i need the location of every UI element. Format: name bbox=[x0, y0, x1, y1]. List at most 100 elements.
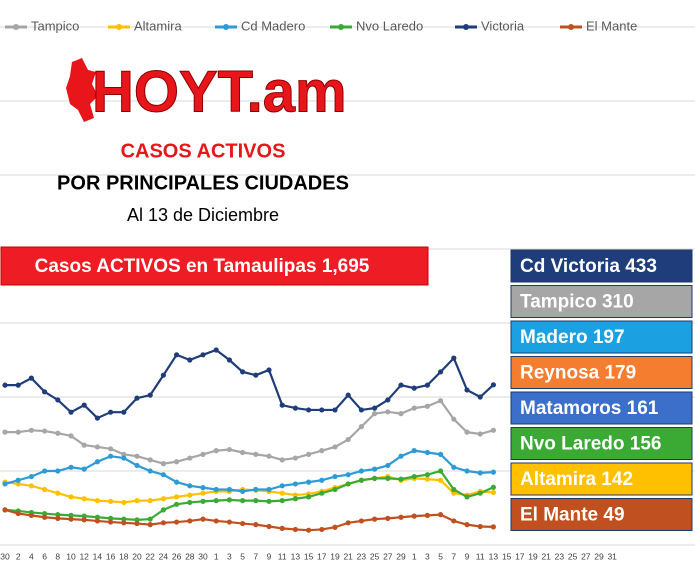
data-point bbox=[372, 475, 378, 481]
x-tick-label: 3 bbox=[227, 551, 232, 561]
data-point bbox=[240, 520, 246, 527]
data-point bbox=[134, 498, 140, 504]
data-point bbox=[187, 483, 193, 489]
data-point bbox=[266, 486, 272, 493]
data-point bbox=[464, 468, 470, 474]
data-point bbox=[94, 498, 100, 504]
data-point bbox=[42, 510, 48, 517]
data-point bbox=[160, 507, 166, 513]
x-tick-label: 2 bbox=[16, 551, 21, 561]
logo: HOYT.am bbox=[92, 59, 347, 124]
data-point bbox=[345, 520, 351, 526]
data-point bbox=[490, 524, 496, 530]
data-point bbox=[345, 436, 351, 443]
map-icon bbox=[66, 58, 98, 122]
x-tick-label: 25 bbox=[370, 551, 380, 561]
x-tick-label: 31 bbox=[607, 551, 617, 561]
data-point bbox=[2, 382, 8, 388]
data-point bbox=[81, 517, 87, 523]
legend-label: Tampico bbox=[31, 18, 79, 33]
data-point bbox=[451, 464, 457, 470]
data-point bbox=[398, 514, 404, 520]
data-point bbox=[108, 409, 114, 415]
x-tick-label: 11 bbox=[278, 551, 287, 561]
data-point bbox=[398, 411, 404, 417]
x-tick-label: 15 bbox=[304, 551, 314, 561]
data-point bbox=[240, 449, 246, 456]
x-tick-label: 4 bbox=[29, 551, 34, 561]
data-point bbox=[451, 518, 457, 524]
data-point bbox=[332, 407, 338, 413]
city-label-box bbox=[510, 285, 693, 318]
city-label: El Mante 49 bbox=[520, 505, 625, 526]
data-point bbox=[15, 429, 21, 435]
data-point bbox=[253, 372, 259, 378]
city-label-box bbox=[510, 356, 693, 389]
banner: Casos ACTIVOS en Tamaulipas 1,695 bbox=[35, 256, 370, 277]
data-point bbox=[2, 481, 8, 487]
data-point bbox=[81, 513, 87, 519]
data-point bbox=[213, 486, 219, 493]
x-tick-label: 17 bbox=[515, 551, 525, 561]
data-point bbox=[147, 457, 153, 463]
data-point bbox=[451, 355, 457, 361]
data-point bbox=[319, 407, 325, 413]
data-point bbox=[134, 453, 140, 459]
data-point bbox=[15, 481, 21, 487]
data-point bbox=[306, 451, 312, 457]
date-label: Al 13 de Diciembre bbox=[127, 205, 279, 225]
data-point bbox=[174, 479, 180, 485]
x-tick-label: 23 bbox=[555, 551, 565, 561]
data-point bbox=[134, 395, 140, 401]
data-point bbox=[358, 468, 364, 474]
legend-marker bbox=[13, 24, 19, 30]
data-point bbox=[438, 468, 444, 474]
x-tick-label: 30 bbox=[198, 551, 208, 561]
x-tick-label: 7 bbox=[451, 551, 456, 561]
data-point bbox=[28, 375, 34, 381]
data-point bbox=[160, 461, 166, 467]
data-point bbox=[55, 430, 61, 436]
data-point bbox=[42, 486, 48, 493]
data-point bbox=[121, 516, 127, 522]
data-point bbox=[121, 499, 127, 506]
data-point bbox=[240, 369, 246, 375]
data-point bbox=[385, 409, 391, 415]
data-point bbox=[174, 352, 180, 358]
data-point bbox=[187, 492, 193, 498]
x-tick-label: 25 bbox=[568, 551, 578, 561]
data-point bbox=[253, 451, 259, 457]
data-point bbox=[108, 453, 114, 459]
data-point bbox=[42, 389, 48, 395]
data-point bbox=[266, 367, 272, 373]
city-label-box bbox=[510, 249, 693, 283]
x-tick-label: 23 bbox=[357, 551, 367, 561]
data-point bbox=[424, 476, 430, 482]
legend-marker bbox=[116, 24, 122, 30]
data-point bbox=[174, 519, 180, 525]
data-point bbox=[292, 405, 298, 411]
data-point bbox=[279, 525, 285, 531]
x-tick-label: 11 bbox=[476, 551, 485, 561]
data-point bbox=[200, 498, 206, 504]
data-point bbox=[147, 392, 153, 398]
x-tick-label: 13 bbox=[291, 551, 301, 561]
data-point bbox=[55, 515, 61, 521]
data-point bbox=[94, 459, 100, 465]
data-point bbox=[464, 429, 470, 435]
x-tick-label: 1 bbox=[214, 551, 219, 561]
data-point bbox=[385, 475, 391, 481]
data-point bbox=[94, 514, 100, 520]
data-point bbox=[490, 469, 496, 475]
data-point bbox=[200, 451, 206, 457]
data-point bbox=[42, 514, 48, 520]
x-tick-label: 16 bbox=[106, 551, 116, 561]
banner-box bbox=[0, 246, 429, 286]
x-tick-label: 29 bbox=[396, 551, 406, 561]
legend-marker bbox=[338, 24, 344, 30]
data-point bbox=[15, 382, 21, 388]
data-point bbox=[174, 501, 180, 507]
data-point bbox=[319, 477, 325, 483]
x-tick-label: 21 bbox=[541, 551, 551, 561]
